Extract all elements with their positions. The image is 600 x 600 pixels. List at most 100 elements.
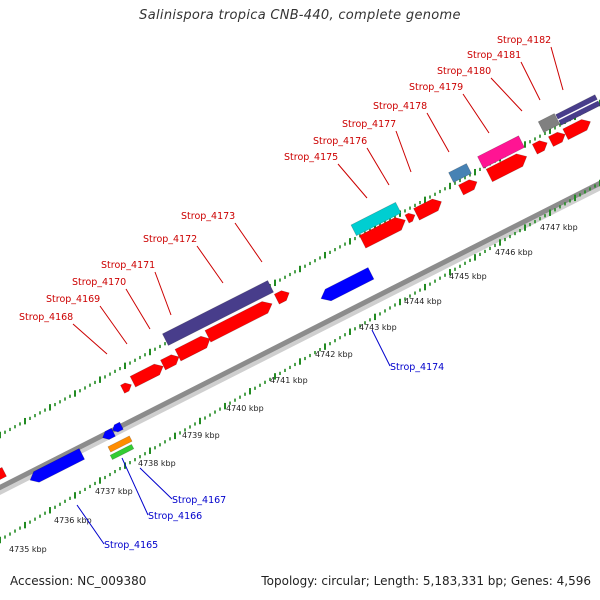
leader-line — [366, 147, 390, 186]
gene-label-strop-4176[interactable]: Strop_4176 — [313, 136, 367, 147]
gene-shape — [350, 201, 402, 237]
scale-label: 4746 kbp — [495, 248, 533, 257]
scale-label: 4741 kbp — [270, 376, 308, 385]
gene-label-strop-4173[interactable]: Strop_4173 — [181, 211, 235, 222]
gene-shape — [112, 421, 124, 433]
gene-strop-4171[interactable] — [174, 333, 213, 362]
gene-label-strop-4171[interactable]: Strop_4171 — [101, 260, 155, 271]
gene-shape — [547, 131, 566, 147]
gene-shape — [477, 135, 525, 169]
gene-label-strop-4182[interactable]: Strop_4182 — [497, 35, 551, 46]
gene-shape — [531, 140, 548, 155]
backbone-shadow — [0, 181, 600, 495]
gene-label-strop-4175[interactable]: Strop_4175 — [284, 152, 338, 163]
gene-label-strop-4165[interactable]: Strop_4165 — [104, 540, 158, 551]
gene-strop-4178[interactable] — [448, 163, 472, 183]
leader-line — [337, 163, 368, 199]
gene-shape — [160, 354, 180, 371]
gene-strop-4165[interactable] — [27, 448, 85, 486]
gene-highlight — [557, 99, 599, 121]
gene-shape — [537, 113, 561, 133]
gene-strop-4174[interactable] — [318, 267, 375, 305]
gene-shape — [320, 267, 375, 302]
gene-label-strop-4170[interactable]: Strop_4170 — [72, 277, 126, 288]
gene-label-strop-4174[interactable]: Strop_4174 — [390, 362, 444, 373]
gene-shape — [109, 443, 135, 461]
gene-strop-4179[interactable] — [485, 150, 530, 183]
backbone-line — [0, 180, 600, 491]
gene-label-strop-4172[interactable]: Strop_4172 — [143, 234, 197, 245]
gene-strop-4168[interactable] — [120, 381, 134, 394]
scale-label: 4738 kbp — [138, 459, 176, 468]
gene-strop-4167[interactable] — [107, 435, 133, 453]
leader-line — [371, 329, 391, 367]
leader-line — [490, 77, 523, 112]
gene-strop-4170[interactable] — [160, 352, 181, 371]
gene-strop-4165b[interactable] — [0, 466, 7, 482]
gene-shape — [107, 435, 133, 453]
gene-label-strop-4177[interactable]: Strop_4177 — [342, 119, 396, 130]
leader-line — [550, 46, 564, 91]
gene-strop-4180[interactable] — [477, 135, 525, 169]
gene-label-strop-4181[interactable]: Strop_4181 — [467, 50, 521, 61]
scale-label: 4735 kbp — [9, 545, 47, 554]
gene-strop-4169[interactable] — [129, 361, 166, 388]
leader-line — [234, 222, 263, 263]
scale-label: 4736 kbp — [54, 516, 92, 525]
gene-strop-4165c[interactable] — [101, 427, 116, 441]
gene-shape — [273, 290, 290, 305]
reverse-scale-ticks — [0, 179, 600, 544]
gene-shape — [174, 335, 211, 362]
gene-strop-4181c[interactable] — [562, 116, 593, 141]
gene-strop-4181b[interactable] — [547, 129, 567, 147]
scale-label: 4744 kbp — [404, 297, 442, 306]
leader-line — [76, 504, 105, 545]
leader-line — [125, 288, 151, 330]
gene-label-strop-4166[interactable]: Strop_4166 — [148, 511, 202, 522]
gene-strop-4178b[interactable] — [458, 177, 479, 196]
gene-label-strop-4167[interactable]: Strop_4167 — [172, 495, 226, 506]
scale-label: 4747 kbp — [540, 223, 578, 232]
gene-shape — [404, 212, 416, 224]
gene-strop-4173b[interactable] — [273, 288, 291, 305]
genome-summary-text: Topology: circular; Length: 5,183,331 bp… — [261, 574, 591, 588]
gene-shape — [29, 448, 85, 483]
gene-strop-4182[interactable] — [537, 113, 561, 133]
leader-line — [72, 323, 108, 355]
backbone — [0, 180, 600, 495]
gene-label-strop-4180[interactable]: Strop_4180 — [437, 66, 491, 77]
gene-label-strop-4179[interactable]: Strop_4179 — [409, 82, 463, 93]
leader-line — [154, 271, 172, 316]
gene-shape — [102, 427, 116, 440]
gene-strop-4176[interactable] — [350, 201, 402, 237]
gene-strop-4177b[interactable] — [413, 196, 445, 221]
gene-shape — [120, 382, 132, 394]
gene-shape — [359, 217, 406, 249]
gene-strop-4172[interactable] — [162, 280, 274, 346]
gene-shape — [204, 301, 273, 343]
leader-line — [462, 93, 490, 134]
gene-shape — [162, 280, 274, 346]
gene-label-strop-4168[interactable]: Strop_4168 — [19, 312, 73, 323]
gene-shape — [0, 466, 7, 481]
map-title: Salinispora tropica CNB-440, complete ge… — [139, 8, 461, 23]
gene-strop-4181[interactable] — [531, 138, 549, 155]
gene-strop-4165d[interactable] — [111, 421, 124, 434]
leader-line — [121, 457, 149, 516]
gene-label-strop-4178[interactable]: Strop_4178 — [373, 101, 427, 112]
gene-label-strop-4169[interactable]: Strop_4169 — [46, 294, 100, 305]
leader-line — [99, 305, 128, 345]
gene-labels: Strop_4168 Strop_4169 Strop_4170 Strop_4171… — [19, 35, 551, 551]
gene-strop-4177[interactable] — [404, 211, 417, 224]
gene-strop-4166[interactable] — [109, 443, 135, 461]
gene-shape — [129, 363, 164, 388]
gene-strop-4173[interactable] — [204, 298, 275, 343]
accession-text: Accession: NC_009380 — [10, 574, 147, 588]
gene-strop-4175[interactable] — [359, 214, 408, 249]
scale-labels: 4735 kbp 4736 kbp 4737 kbp 4738 kbp 4739 kbp… — [9, 223, 578, 554]
scale-label: 4743 kbp — [359, 323, 397, 332]
gene-features — [0, 94, 600, 486]
leader-line — [139, 467, 173, 500]
leader-line — [395, 130, 412, 173]
